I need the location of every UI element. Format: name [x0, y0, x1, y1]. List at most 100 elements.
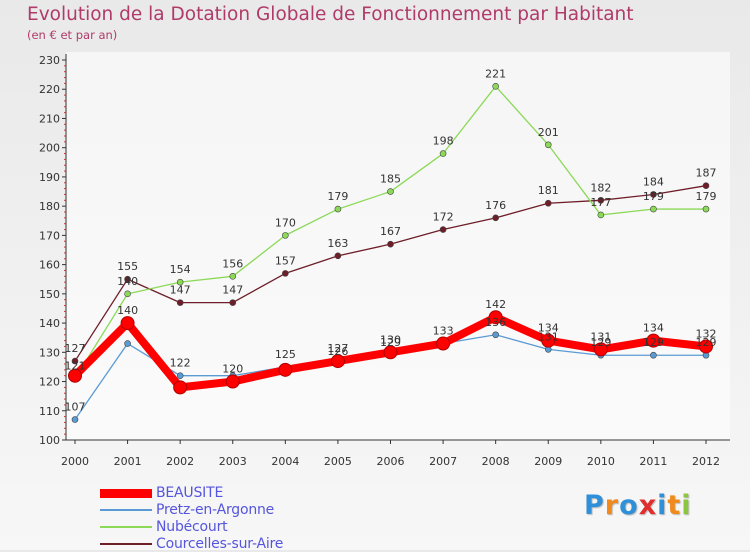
data-point: [597, 197, 605, 204]
data-point: [176, 372, 184, 379]
data-label: 129: [643, 336, 664, 349]
data-point: [68, 368, 82, 383]
data-label: 129: [696, 336, 717, 349]
data-point: [124, 275, 131, 283]
logo-letter: t: [667, 490, 682, 521]
y-tick-label: 180: [39, 200, 60, 213]
y-tick-label: 160: [39, 259, 60, 272]
data-point: [173, 380, 188, 395]
data-point: [229, 299, 237, 306]
x-tick-label: 2006: [377, 455, 405, 468]
data-point: [278, 362, 293, 377]
data-point: [282, 232, 289, 239]
data-point: [330, 354, 345, 369]
data-label: 172: [433, 211, 454, 224]
data-point: [176, 299, 184, 306]
data-label: 134: [643, 322, 664, 335]
y-tick-label: 120: [39, 376, 60, 389]
legend-swatch: [100, 543, 152, 545]
data-point: [650, 351, 657, 359]
x-tick-label: 2000: [61, 455, 89, 468]
data-point: [387, 188, 394, 195]
data-label: 125: [275, 348, 296, 361]
legend-swatch: [100, 526, 152, 528]
plot-area: [66, 52, 730, 440]
y-tick-label: 210: [39, 112, 60, 125]
data-label: 131: [590, 330, 611, 343]
data-point: [282, 270, 289, 277]
data-point: [492, 331, 499, 339]
data-label: 201: [538, 126, 559, 139]
data-label: 177: [590, 196, 611, 209]
data-point: [492, 214, 499, 222]
data-point: [436, 336, 451, 351]
logo-letter: P: [584, 490, 605, 521]
logo-letter: o: [619, 490, 639, 521]
legend-item: Pretz-en-Argonne: [100, 503, 274, 517]
data-point: [702, 182, 710, 189]
data-label: 127: [65, 342, 86, 355]
data-point: [544, 141, 552, 149]
y-tick-label: 140: [39, 317, 60, 330]
data-point: [646, 333, 661, 348]
data-label: 129: [590, 336, 611, 349]
y-tick-label: 170: [39, 229, 60, 242]
data-point: [597, 211, 605, 219]
logo-letter: i: [657, 490, 668, 521]
y-tick-label: 130: [39, 346, 60, 359]
data-point: [492, 83, 499, 90]
x-tick-label: 2002: [166, 455, 194, 468]
data-label: 179: [643, 190, 664, 203]
legend-label: Nubécourt: [156, 519, 228, 535]
data-label: 179: [696, 190, 717, 203]
data-label: 221: [485, 67, 506, 80]
data-label: 157: [275, 254, 296, 267]
data-label: 107: [65, 401, 86, 414]
data-point: [387, 240, 394, 248]
data-label: 127: [327, 342, 348, 355]
legend-label: BEAUSITE: [156, 485, 224, 501]
x-tick-label: 2012: [692, 455, 720, 468]
x-tick-label: 2009: [534, 455, 562, 468]
data-label: 187: [696, 167, 717, 180]
data-label: 136: [485, 316, 506, 329]
x-tick-label: 2004: [271, 455, 299, 468]
y-tick-label: 100: [39, 434, 60, 447]
data-point: [71, 357, 79, 365]
data-point: [593, 342, 608, 357]
y-tick-label: 190: [39, 171, 60, 184]
data-label: 140: [117, 304, 138, 317]
x-tick-label: 2005: [324, 455, 352, 468]
data-point: [541, 333, 556, 348]
data-label: 133: [433, 325, 454, 338]
logo-letter: x: [638, 490, 658, 521]
y-tick-label: 230: [39, 54, 60, 67]
chart-title: Evolution de la Dotation Globale de Fonc…: [27, 4, 634, 25]
x-tick-label: 2003: [219, 455, 247, 468]
logo-letter: r: [604, 490, 620, 521]
y-tick-label: 150: [39, 288, 60, 301]
data-label: 198: [433, 135, 454, 148]
data-label: 156: [222, 257, 243, 270]
data-label: 176: [485, 199, 506, 212]
data-point: [229, 273, 237, 280]
legend-swatch: [100, 488, 152, 498]
legend-item: BEAUSITE: [100, 486, 223, 500]
data-label: 122: [170, 357, 191, 370]
y-tick-label: 220: [39, 83, 60, 96]
data-label: 131: [538, 330, 559, 343]
data-point: [71, 416, 79, 423]
data-point: [439, 226, 447, 233]
legend-swatch: [100, 509, 152, 511]
data-point: [176, 278, 184, 286]
y-tick-label: 200: [39, 142, 60, 155]
x-tick-label: 2001: [114, 455, 142, 468]
data-point: [699, 339, 713, 354]
x-tick-label: 2011: [639, 455, 667, 468]
data-point: [124, 290, 131, 298]
data-label: 147: [170, 284, 191, 297]
data-label: 179: [327, 190, 348, 203]
data-label: 129: [380, 336, 401, 349]
legend-label: Pretz-en-Argonne: [156, 502, 275, 518]
